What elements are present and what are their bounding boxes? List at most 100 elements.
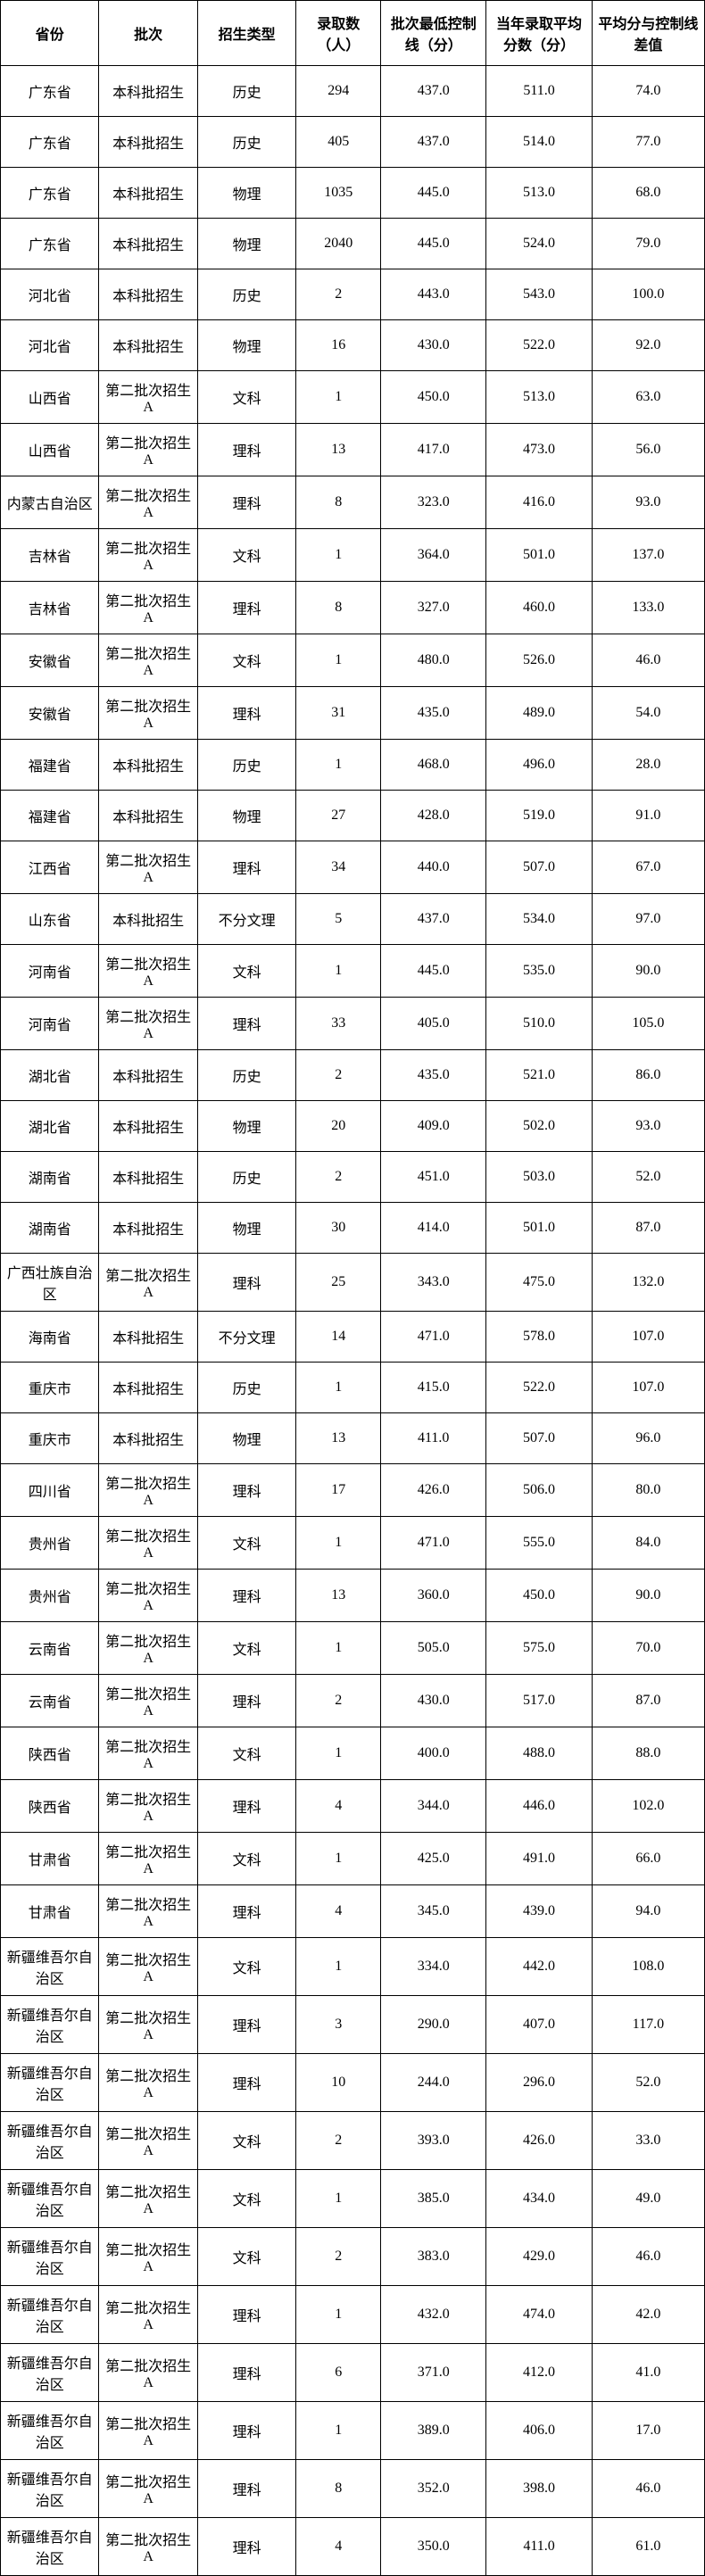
table-cell: 第二批次招生A [99, 1780, 197, 1833]
table-cell: 108.0 [592, 1938, 704, 1996]
table-row: 安徽省第二批次招生A理科31435.0489.054.0 [1, 687, 705, 740]
table-cell: 84.0 [592, 1517, 704, 1570]
table-cell: 1 [296, 945, 381, 998]
table-cell: 90.0 [592, 1570, 704, 1622]
table-cell: 第二批次招生A [99, 371, 197, 424]
table-cell: 理科 [197, 1675, 295, 1727]
table-cell: 山西省 [1, 371, 99, 424]
table-cell: 湖南省 [1, 1203, 99, 1254]
table-cell: 文科 [197, 1517, 295, 1570]
table-cell: 100.0 [592, 269, 704, 320]
table-cell: 13 [296, 1413, 381, 1464]
table-cell: 新疆维吾尔自治区 [1, 2054, 99, 2112]
table-cell: 理科 [197, 2460, 295, 2518]
table-cell: 福建省 [1, 791, 99, 841]
table-cell: 517.0 [486, 1675, 592, 1727]
table-cell: 415.0 [381, 1363, 486, 1413]
table-cell: 1 [296, 1727, 381, 1780]
table-cell: 535.0 [486, 945, 592, 998]
table-row: 山东省本科批招生不分文理5437.0534.097.0 [1, 894, 705, 945]
table-cell: 历史 [197, 740, 295, 791]
table-cell: 503.0 [486, 1152, 592, 1203]
table-cell: 文科 [197, 2228, 295, 2286]
table-cell: 1 [296, 2286, 381, 2344]
table-cell: 理科 [197, 2402, 295, 2460]
table-row: 贵州省第二批次招生A理科13360.0450.090.0 [1, 1570, 705, 1622]
table-cell: 411.0 [381, 1413, 486, 1464]
table-cell: 107.0 [592, 1363, 704, 1413]
table-cell: 20 [296, 1101, 381, 1152]
table-cell: 2 [296, 1675, 381, 1727]
table-cell: 1035 [296, 168, 381, 219]
table-cell: 山东省 [1, 894, 99, 945]
table-cell: 4 [296, 1780, 381, 1833]
table-cell: 河南省 [1, 945, 99, 998]
table-cell: 湖南省 [1, 1152, 99, 1203]
table-cell: 物理 [197, 168, 295, 219]
table-cell: 92.0 [592, 320, 704, 371]
table-cell: 405.0 [381, 998, 486, 1050]
table-cell: 本科批招生 [99, 269, 197, 320]
table-cell: 新疆维吾尔自治区 [1, 2460, 99, 2518]
table-cell: 411.0 [486, 2518, 592, 2576]
table-cell: 133.0 [592, 582, 704, 634]
table-cell: 2040 [296, 219, 381, 269]
table-cell: 第二批次招生A [99, 945, 197, 998]
table-row: 陕西省第二批次招生A理科4344.0446.0102.0 [1, 1780, 705, 1833]
table-row: 湖北省本科批招生物理20409.0502.093.0 [1, 1101, 705, 1152]
table-cell: 428.0 [381, 791, 486, 841]
table-row: 福建省本科批招生历史1468.0496.028.0 [1, 740, 705, 791]
table-cell: 河北省 [1, 269, 99, 320]
table-cell: 第二批次招生A [99, 1833, 197, 1885]
table-row: 广东省本科批招生物理2040445.0524.079.0 [1, 219, 705, 269]
table-row: 新疆维吾尔自治区第二批次招生A理科6371.0412.041.0 [1, 2344, 705, 2402]
table-cell: 52.0 [592, 2054, 704, 2112]
table-cell: 364.0 [381, 529, 486, 582]
table-cell: 新疆维吾尔自治区 [1, 2518, 99, 2576]
table-cell: 本科批招生 [99, 894, 197, 945]
table-cell: 417.0 [381, 424, 486, 476]
table-cell: 贵州省 [1, 1570, 99, 1622]
table-cell: 435.0 [381, 687, 486, 740]
table-cell: 33 [296, 998, 381, 1050]
table-cell: 522.0 [486, 1363, 592, 1413]
table-cell: 第二批次招生A [99, 1622, 197, 1675]
table-row: 河南省第二批次招生A理科33405.0510.0105.0 [1, 998, 705, 1050]
col-header-batch: 批次 [99, 1, 197, 66]
table-cell: 2 [296, 1152, 381, 1203]
table-cell: 理科 [197, 2518, 295, 2576]
table-cell: 473.0 [486, 424, 592, 476]
table-cell: 296.0 [486, 2054, 592, 2112]
table-cell: 不分文理 [197, 894, 295, 945]
table-cell: 445.0 [381, 168, 486, 219]
table-row: 甘肃省第二批次招生A文科1425.0491.066.0 [1, 1833, 705, 1885]
table-cell: 1 [296, 634, 381, 687]
table-row: 吉林省第二批次招生A文科1364.0501.0137.0 [1, 529, 705, 582]
table-cell: 88.0 [592, 1727, 704, 1780]
table-cell: 79.0 [592, 219, 704, 269]
table-cell: 344.0 [381, 1780, 486, 1833]
table-cell: 本科批招生 [99, 791, 197, 841]
table-row: 陕西省第二批次招生A文科1400.0488.088.0 [1, 1727, 705, 1780]
table-cell: 343.0 [381, 1254, 486, 1312]
table-cell: 第二批次招生A [99, 2286, 197, 2344]
table-cell: 506.0 [486, 1464, 592, 1517]
table-cell: 132.0 [592, 1254, 704, 1312]
table-cell: 501.0 [486, 529, 592, 582]
table-cell: 第二批次招生A [99, 2228, 197, 2286]
table-cell: 湖北省 [1, 1101, 99, 1152]
table-row: 湖南省本科批招生物理30414.0501.087.0 [1, 1203, 705, 1254]
table-row: 广东省本科批招生历史405437.0514.077.0 [1, 117, 705, 168]
table-cell: 426.0 [381, 1464, 486, 1517]
table-cell: 77.0 [592, 117, 704, 168]
table-cell: 17 [296, 1464, 381, 1517]
table-cell: 本科批招生 [99, 168, 197, 219]
table-cell: 352.0 [381, 2460, 486, 2518]
table-cell: 第二批次招生A [99, 2112, 197, 2170]
table-row: 新疆维吾尔自治区第二批次招生A理科4350.0411.061.0 [1, 2518, 705, 2576]
table-row: 云南省第二批次招生A理科2430.0517.087.0 [1, 1675, 705, 1727]
table-cell: 514.0 [486, 117, 592, 168]
table-row: 山西省第二批次招生A文科1450.0513.063.0 [1, 371, 705, 424]
table-cell: 第二批次招生A [99, 1885, 197, 1938]
table-cell: 第二批次招生A [99, 998, 197, 1050]
